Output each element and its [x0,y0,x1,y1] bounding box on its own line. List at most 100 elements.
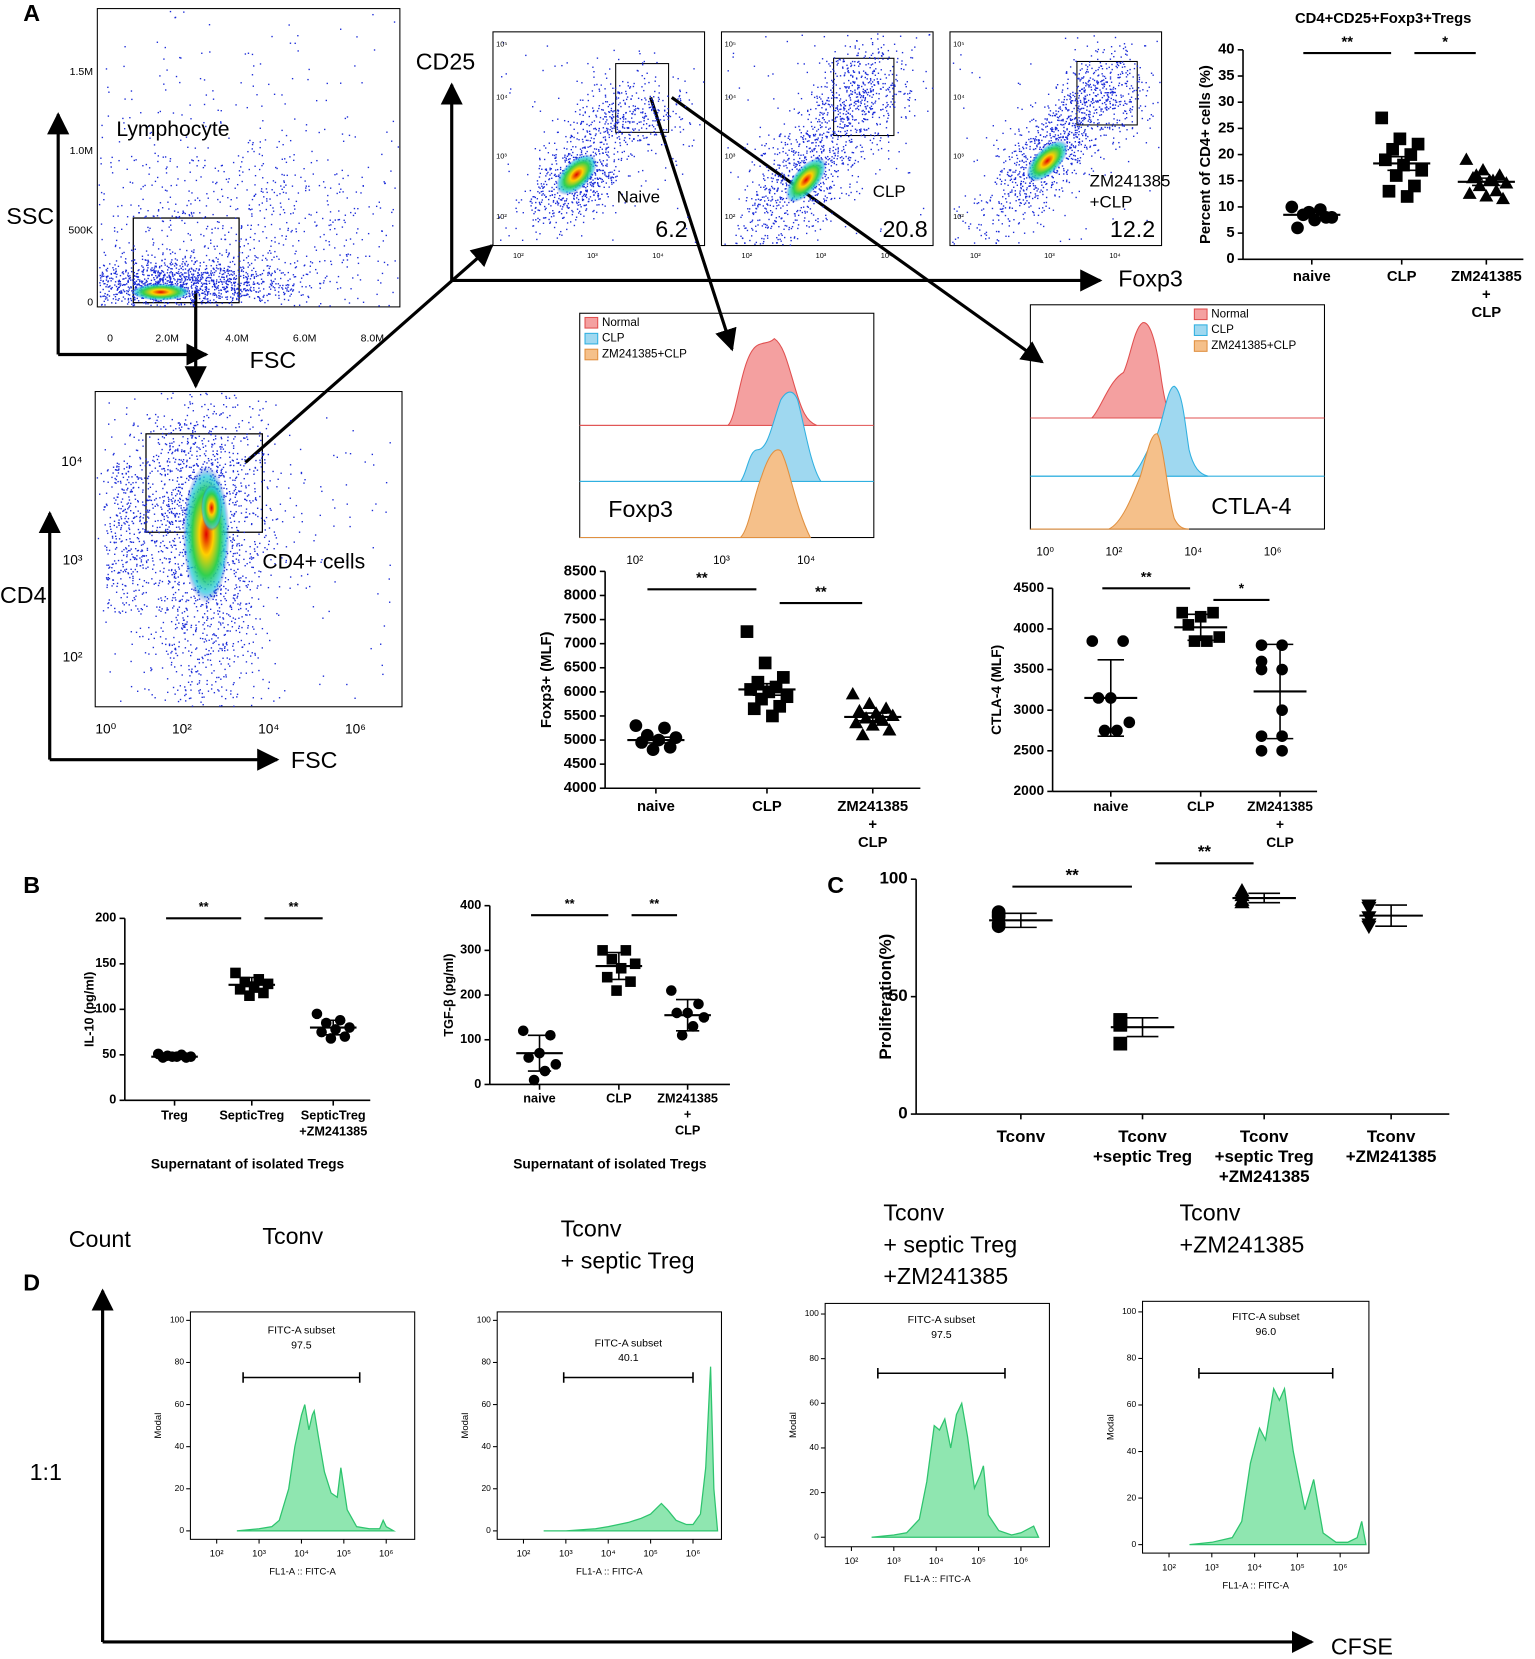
event-dot [232,645,234,647]
event-dot [255,273,258,275]
event-dot [538,219,541,221]
event-dot [132,295,134,298]
event-dot [223,676,225,678]
event-dot [309,585,311,588]
event-dot [114,244,117,247]
event-dot [245,271,247,274]
event-dot [240,301,243,303]
event-dot [130,490,132,493]
event-dot [191,287,193,289]
event-dot [173,210,176,212]
event-dot [613,173,615,175]
event-dot [194,665,196,668]
event-dot [166,678,169,680]
event-dot [236,543,238,545]
event-dot [245,281,248,284]
event-dot [254,652,256,655]
event-dot [539,187,541,189]
event-dot [206,225,209,228]
event-dot [208,280,210,282]
event-dot [128,289,130,291]
event-dot [161,279,163,281]
event-dot [212,294,214,296]
event-dot [175,263,177,265]
event-dot [170,510,173,513]
event-dot [128,476,130,478]
event-dot [192,430,194,432]
event-dot [115,546,118,549]
event-dot [161,243,164,246]
event-dot [251,580,253,583]
event-dot [286,221,288,224]
event-dot [187,479,190,481]
event-dot [327,204,329,206]
event-dot [606,175,608,178]
event-dot [169,253,172,255]
event-dot [104,254,107,256]
event-dot [145,163,148,166]
event-dot [174,563,177,565]
event-dot [221,273,224,276]
event-dot [100,472,102,475]
event-dot [234,655,236,657]
event-dot [219,201,221,203]
event-dot [249,209,252,211]
event-dot [233,515,235,517]
event-dot [373,464,375,466]
event-dot [564,159,566,162]
event-dot [232,683,235,686]
event-dot [271,281,273,283]
event-dot [192,303,195,306]
event-dot [192,251,195,254]
event-dot [174,597,176,599]
event-dot [225,471,227,473]
event-dot [268,527,271,529]
event-dot [195,648,197,650]
event-dot [126,290,128,292]
event-dot [130,297,132,300]
event-dot [264,523,266,525]
event-dot [247,141,250,144]
event-dot [362,301,365,303]
event-dot [284,287,287,289]
event-dot [355,191,358,193]
event-dot [144,465,147,467]
event-dot [558,210,561,213]
event-dot [176,503,179,506]
event-dot [629,175,631,177]
event-dot [191,301,194,303]
event-dot [381,153,383,156]
event-dot [188,214,191,217]
event-dot [122,571,124,573]
event-dot [273,287,276,289]
event-dot [182,282,185,284]
event-dot [252,85,254,87]
event-dot [114,272,117,275]
event-dot [262,454,265,456]
event-dot [273,191,276,194]
event-dot [194,629,197,632]
event-dot [388,578,390,580]
event-dot [293,205,296,207]
event-dot [203,628,206,630]
event-dot [582,128,584,131]
event-dot [268,267,270,270]
event-dot [134,547,137,550]
event-dot [285,134,288,137]
event-dot [244,516,247,519]
event-dot [578,201,580,204]
event-dot [267,265,269,267]
event-dot [146,270,148,272]
event-dot [190,466,192,469]
arrow [244,244,494,464]
event-dot [230,286,233,289]
event-dot [232,617,235,619]
event-dot [282,191,285,194]
event-dot [192,469,195,471]
event-dot [161,513,163,515]
event-dot [179,298,182,300]
event-dot [535,201,537,204]
event-dot [229,414,231,417]
event-dot [194,290,196,292]
event-dot [202,638,204,640]
